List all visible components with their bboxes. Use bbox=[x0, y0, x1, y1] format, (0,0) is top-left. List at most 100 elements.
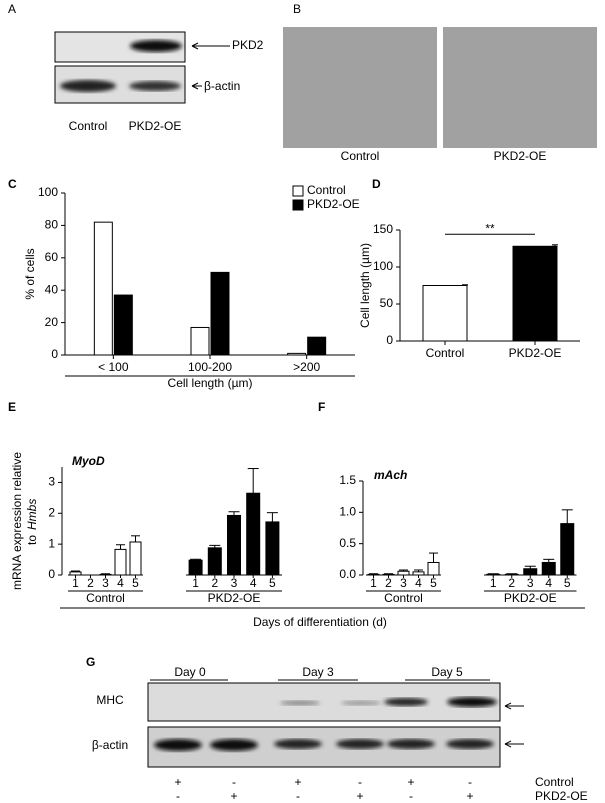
y-axis-label: mRNA expression relative bbox=[10, 452, 24, 590]
bar bbox=[397, 570, 410, 576]
x-tick-label: Control bbox=[426, 346, 465, 360]
sign: + bbox=[356, 789, 363, 803]
error-bar bbox=[487, 573, 499, 575]
bar bbox=[113, 294, 133, 356]
x-tick-label: 1 bbox=[370, 576, 377, 590]
band-label: β-actin bbox=[92, 738, 128, 752]
y-tick-label: 3 bbox=[48, 475, 55, 489]
y-tick-label: 2 bbox=[48, 505, 55, 519]
x-tick-label: 100-200 bbox=[188, 360, 232, 374]
lane-label: PKD2-OE bbox=[129, 119, 182, 133]
x-tick-label: 4 bbox=[415, 576, 422, 590]
x-tick-label: 2 bbox=[508, 576, 515, 590]
x-tick-label: < 100 bbox=[98, 360, 129, 374]
legend-label: PKD2-OE bbox=[307, 197, 360, 211]
day-label: Day 0 bbox=[174, 665, 206, 679]
sign: - bbox=[358, 775, 362, 789]
error-bar bbox=[228, 511, 240, 516]
x-axis-label: Cell length (µm) bbox=[168, 376, 253, 390]
error-bar bbox=[131, 535, 140, 542]
group-label: Control bbox=[86, 591, 125, 605]
image-label: PKD2-OE bbox=[494, 149, 547, 163]
x-tick-label: PKD2-OE bbox=[509, 346, 562, 360]
sign: - bbox=[232, 775, 236, 789]
x-tick-label: 1 bbox=[490, 576, 497, 590]
error-bar bbox=[506, 573, 518, 575]
y-tick-label: 100 bbox=[38, 185, 58, 199]
sign: + bbox=[174, 775, 181, 789]
error-bar bbox=[552, 244, 558, 247]
bar bbox=[541, 561, 556, 576]
condition-label: Control bbox=[535, 775, 574, 789]
sign: - bbox=[409, 789, 413, 803]
band-label: PKD2 bbox=[232, 38, 264, 52]
bar bbox=[265, 521, 280, 576]
x-tick-label: 3 bbox=[400, 576, 407, 590]
error-bar bbox=[384, 573, 393, 575]
x-tick-label: 3 bbox=[102, 576, 109, 590]
y-tick-label: 80 bbox=[45, 218, 59, 232]
x-tick-label: 4 bbox=[117, 576, 124, 590]
bar bbox=[114, 548, 127, 576]
bar bbox=[129, 541, 142, 576]
chart-title: MyoD bbox=[72, 454, 105, 468]
x-tick-label: 5 bbox=[430, 576, 437, 590]
error-bar bbox=[190, 558, 202, 561]
x-tick-label: 1 bbox=[192, 576, 199, 590]
bar bbox=[427, 561, 440, 576]
blot-a bbox=[54, 31, 230, 104]
sign: - bbox=[468, 775, 472, 789]
error-bar bbox=[209, 544, 221, 548]
error-bar bbox=[543, 558, 555, 563]
band-label: β-actin bbox=[204, 79, 240, 93]
y-tick-label: 0 bbox=[51, 347, 58, 361]
y-axis-label: Hmbs bbox=[25, 499, 39, 530]
error-bar bbox=[524, 565, 536, 569]
bar bbox=[210, 271, 230, 356]
y-tick-label: 150 bbox=[373, 222, 393, 236]
x-tick-label: 4 bbox=[250, 576, 257, 590]
band-label: MHC bbox=[96, 693, 124, 707]
bar bbox=[93, 221, 113, 356]
y-tick-label: 0 bbox=[386, 333, 393, 347]
bar bbox=[560, 523, 575, 576]
condition-label: PKD2-OE bbox=[535, 789, 588, 803]
legend-swatch bbox=[292, 185, 304, 197]
bar bbox=[307, 336, 327, 356]
micrograph bbox=[283, 27, 437, 148]
bar bbox=[227, 514, 241, 576]
error-bar bbox=[369, 573, 378, 575]
bar bbox=[190, 326, 210, 356]
x-tick-label: 2 bbox=[211, 576, 218, 590]
error-bar bbox=[247, 468, 259, 494]
x-tick-label: 2 bbox=[385, 576, 392, 590]
error-bar bbox=[561, 509, 573, 524]
chart-title: mAch bbox=[374, 468, 407, 482]
y-axis-label: Cell length (µm) bbox=[358, 243, 372, 328]
y-tick-label: 1 bbox=[48, 536, 55, 550]
error-bar bbox=[399, 569, 408, 572]
blot-g bbox=[147, 679, 524, 768]
panel-label: A bbox=[8, 2, 16, 16]
image-label: Control bbox=[341, 149, 380, 163]
day-label: Day 3 bbox=[302, 665, 334, 679]
y-tick-label: 0.5 bbox=[339, 536, 356, 550]
x-tick-label: 5 bbox=[269, 576, 276, 590]
bar bbox=[422, 285, 468, 342]
panel-label: E bbox=[8, 400, 16, 414]
group-label: PKD2-OE bbox=[504, 591, 557, 605]
y-axis-label: mRNA expression relative to Hmbs bbox=[10, 452, 39, 590]
y-tick-label: 1.0 bbox=[339, 505, 356, 519]
sign: + bbox=[466, 789, 473, 803]
y-tick-label: 0 bbox=[48, 567, 55, 581]
sign: + bbox=[230, 789, 237, 803]
bar bbox=[523, 568, 538, 576]
lane-label: Control bbox=[69, 119, 108, 133]
y-tick-label: 0.0 bbox=[339, 567, 356, 581]
y-tick-label: 100 bbox=[373, 259, 393, 273]
panel-label: F bbox=[318, 400, 325, 414]
error-bar bbox=[101, 573, 110, 575]
x-tick-label: 3 bbox=[527, 576, 534, 590]
